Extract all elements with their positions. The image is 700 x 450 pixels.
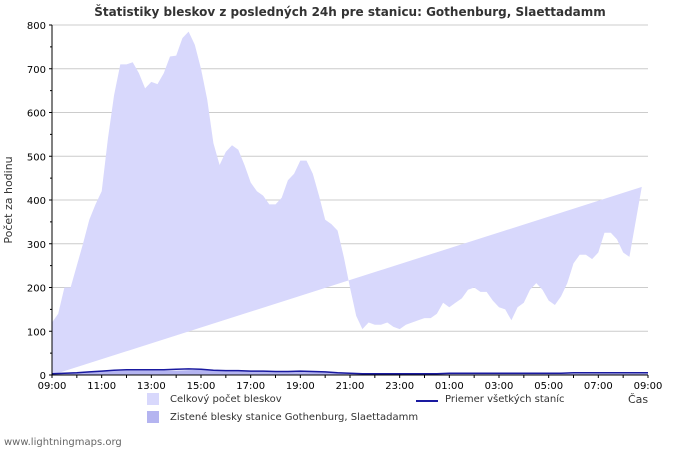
legend-swatch-total [147,393,159,405]
x-tick-label: 05:00 [534,381,563,392]
legend-swatch-station [147,411,159,423]
y-tick-label: 200 [27,284,46,295]
x-tick-label: 09:00 [634,381,663,392]
legend-label-total: Celkový počet bleskov [170,394,282,405]
y-tick-label: 0 [40,371,46,382]
x-tick-label: 13:00 [137,381,166,392]
y-tick-label: 100 [27,327,46,338]
x-tick-label: 19:00 [286,381,315,392]
x-tick-label: 09:00 [38,381,67,392]
series-layer [51,31,648,375]
x-tick-label: 17:00 [236,381,265,392]
y-tick-label: 500 [27,152,46,163]
legend-line-average [416,400,438,402]
y-tick-label: 400 [27,196,46,207]
x-tick-label: 21:00 [336,381,365,392]
tick-labels: 0 100 200 300 400 500 600 700 800 09:00 11:00 13:00… [27,21,663,392]
chart-title: Štatistiky bleskov z posledných 24h pre … [94,5,606,19]
y-tick-label: 800 [27,21,46,32]
x-axis-label: Čas [628,393,648,406]
x-tick-label: 15:00 [187,381,216,392]
series-line-average [51,368,648,375]
legend-label-average: Priemer všetkých staníc [445,394,565,405]
footer-credit: www.lightningmaps.org [4,437,122,448]
x-tick-label: 11:00 [87,381,116,392]
x-tick-label: 23:00 [385,381,414,392]
y-tick-label: 600 [27,109,46,120]
x-tick-label: 07:00 [584,381,613,392]
series-area-total [52,31,642,375]
series-area-station [52,369,648,375]
y-tick-label: 700 [27,65,46,76]
x-tick-label: 01:00 [435,381,464,392]
axes [49,24,649,378]
x-tick-label: 03:00 [485,381,514,392]
legend-label-station: Zistené blesky stanice Gothenburg, Slaet… [170,412,419,423]
y-tick-label: 300 [27,240,46,251]
y-axis-label: Počet za hodinu [2,156,15,243]
